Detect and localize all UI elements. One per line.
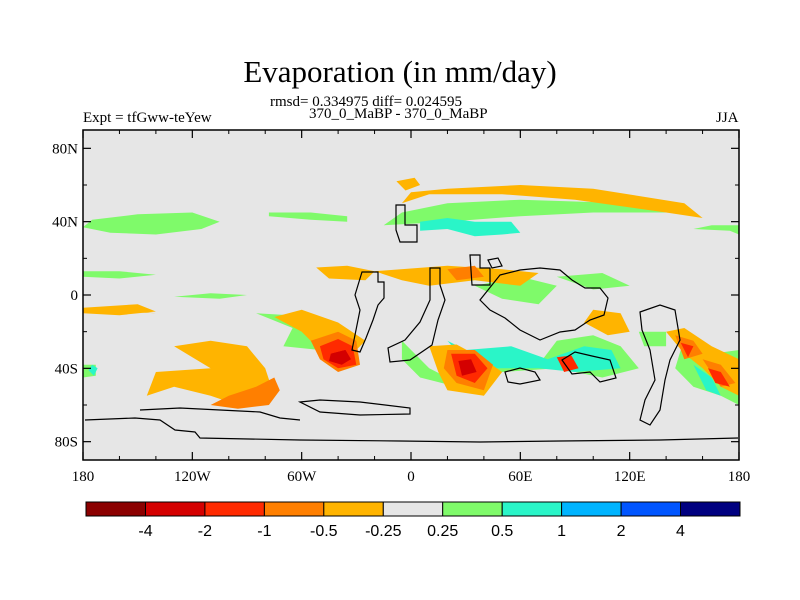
- x-tick-label: 120W: [174, 469, 212, 485]
- colorbar-label: 0.5: [491, 523, 513, 540]
- y-tick-label: 80N: [52, 141, 78, 157]
- colorbar-swatch: [145, 501, 206, 517]
- contour-region: [474, 276, 557, 305]
- contour-region: [83, 271, 156, 279]
- contour-region: [83, 304, 156, 316]
- x-axis: 180 120W 60W 0 60E 120E 180: [72, 130, 751, 485]
- contour-region: [329, 350, 351, 365]
- colorbar-label: -0.5: [310, 523, 338, 540]
- contour-region: [556, 273, 630, 290]
- colorbar-swatch: [323, 501, 384, 517]
- contour-region: [447, 265, 484, 281]
- colorbar-label: 2: [617, 523, 626, 540]
- colorbar-swatch: [85, 501, 146, 517]
- center-label: 370_0_MaBP - 370_0_MaBP: [309, 106, 488, 122]
- contour-region: [680, 342, 694, 358]
- stats-line: rmsd= 0.334975 diff= 0.024595: [270, 94, 463, 110]
- contour-region: [458, 359, 477, 376]
- y-tick-label: 80S: [55, 435, 78, 451]
- contour-region: [88, 364, 98, 376]
- colorbar-label: -1: [257, 523, 271, 540]
- colorbar-label: -0.25: [365, 523, 402, 540]
- contour-region: [210, 377, 280, 409]
- colorbar-swatch: [204, 501, 265, 517]
- x-tick-label: 0: [407, 469, 415, 485]
- colorbar-swatch: [561, 501, 622, 517]
- x-tick-label: 180: [728, 469, 751, 485]
- right-label: JJA: [716, 110, 739, 126]
- coastlines: [84, 204, 739, 443]
- contour-region: [396, 177, 421, 191]
- colorbar-label: 4: [676, 523, 685, 540]
- colorbar-swatch: [442, 501, 503, 517]
- contour-region: [146, 340, 275, 405]
- contour-region: [693, 364, 721, 396]
- colorbar-label: -2: [198, 523, 212, 540]
- colorbar-swatch: [680, 501, 741, 517]
- contour-region: [638, 331, 667, 347]
- x-tick-label: 60E: [508, 469, 532, 485]
- x-tick-label: 120E: [614, 469, 646, 485]
- contour-regions: [83, 177, 739, 409]
- colorbar-label: -4: [138, 523, 152, 540]
- y-tick-label: 40N: [52, 215, 78, 231]
- x-tick-label: 60W: [287, 469, 317, 485]
- colorbar-label: 1: [557, 523, 566, 540]
- chart-title: Evaporation (in mm/day): [243, 54, 557, 89]
- contour-region: [693, 225, 739, 235]
- y-tick-label: 0: [71, 288, 79, 304]
- y-tick-label: 40S: [55, 361, 78, 377]
- colorbar-swatch: [620, 501, 682, 517]
- contour-region: [174, 293, 247, 299]
- x-tick-label: 180: [72, 469, 95, 485]
- colorbar-swatch: [263, 501, 325, 517]
- colorbar-swatch: [501, 501, 563, 517]
- contour-region: [401, 185, 703, 218]
- colorbar-swatch: [382, 501, 444, 517]
- left-label: Expt = tfGww-teYew: [83, 110, 212, 126]
- contour-region: [383, 199, 685, 226]
- contour-region: [268, 212, 348, 222]
- colorbar: -4 -2 -1 -0.5 -0.25 0.25 0.5 1 2 4: [85, 501, 741, 540]
- contour-region: [83, 212, 220, 235]
- colorbar-label: 0.25: [427, 523, 458, 540]
- contour-region: [584, 309, 630, 336]
- y-axis: 80N 40N 0 40S 80S: [52, 141, 739, 451]
- contour-region: [420, 218, 521, 237]
- contour-region: [708, 368, 730, 387]
